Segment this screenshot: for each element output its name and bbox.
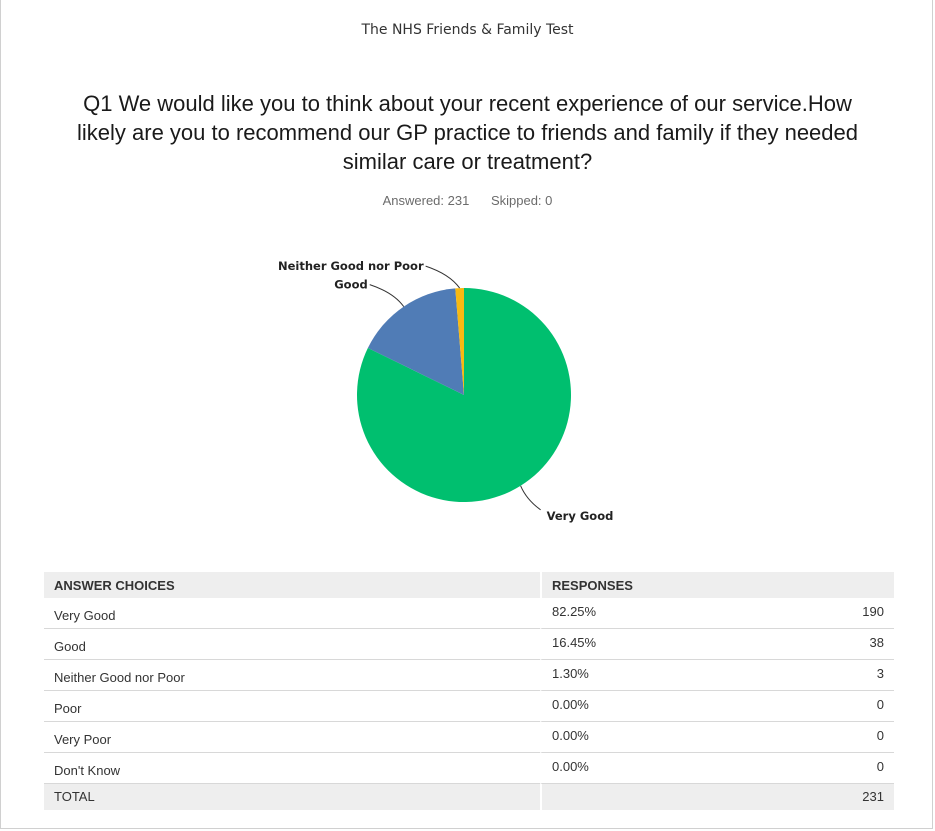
- response-count: 190: [757, 598, 894, 629]
- response-percent: 0.00%: [540, 753, 758, 784]
- leader-line: [520, 485, 541, 511]
- total-percent: [540, 784, 758, 810]
- response-count: 0: [757, 722, 894, 753]
- slice-label: Very Good: [547, 509, 614, 523]
- table-row: Don't Know 0.00% 0: [44, 753, 894, 784]
- table-row: Very Poor 0.00% 0: [44, 722, 894, 753]
- responses-table: ANSWER CHOICES RESPONSES Very Good 82.25%…: [44, 572, 894, 810]
- answered-count: Answered: 231: [382, 193, 470, 208]
- response-count: 3: [757, 660, 894, 691]
- table-total-row: TOTAL 231: [44, 784, 894, 810]
- header-responses: RESPONSES: [540, 572, 894, 598]
- table-header-row: ANSWER CHOICES RESPONSES: [44, 572, 894, 598]
- survey-title: The NHS Friends & Family Test: [361, 22, 574, 38]
- pie-slice-neither-good-nor-poor: [455, 288, 464, 395]
- response-percent: 1.30%: [540, 660, 758, 691]
- answer-choice: Neither Good nor Poor: [44, 660, 540, 691]
- question-text: Q1 We would like you to think about your…: [77, 91, 858, 174]
- total-label: TOTAL: [44, 784, 540, 810]
- slice-label: Neither Good nor Poor: [278, 259, 424, 273]
- response-percent: 0.00%: [540, 722, 758, 753]
- total-count: 231: [757, 784, 894, 810]
- response-count: 0: [757, 753, 894, 784]
- table-row: Poor 0.00% 0: [44, 691, 894, 722]
- answer-choice: Good: [44, 629, 540, 660]
- answer-choice: Don't Know: [44, 753, 540, 784]
- response-percent: 82.25%: [540, 598, 758, 629]
- response-count: 0: [757, 691, 894, 722]
- leader-line: [369, 284, 405, 307]
- table-row: Good 16.45% 38: [44, 629, 894, 660]
- response-count: 38: [757, 629, 894, 660]
- response-percent: 0.00%: [540, 691, 758, 722]
- skipped-count: Skipped: 0: [490, 193, 553, 208]
- response-stats: Answered: 231 Skipped: 0: [0, 193, 935, 208]
- pie-slice-good: [367, 288, 464, 395]
- table-row: Very Good 82.25% 190: [44, 598, 894, 629]
- answer-choice: Very Poor: [44, 722, 540, 753]
- slice-label: Good: [334, 278, 367, 292]
- header-answer-choices: ANSWER CHOICES: [44, 572, 540, 598]
- pie-chart: Very Good Good Neither Good nor Poor: [278, 259, 614, 523]
- table-row: Neither Good nor Poor 1.30% 3: [44, 660, 894, 691]
- answer-choice: Poor: [44, 691, 540, 722]
- leader-line: [425, 265, 461, 289]
- answer-choice: Very Good: [44, 598, 540, 629]
- response-percent: 16.45%: [540, 629, 758, 660]
